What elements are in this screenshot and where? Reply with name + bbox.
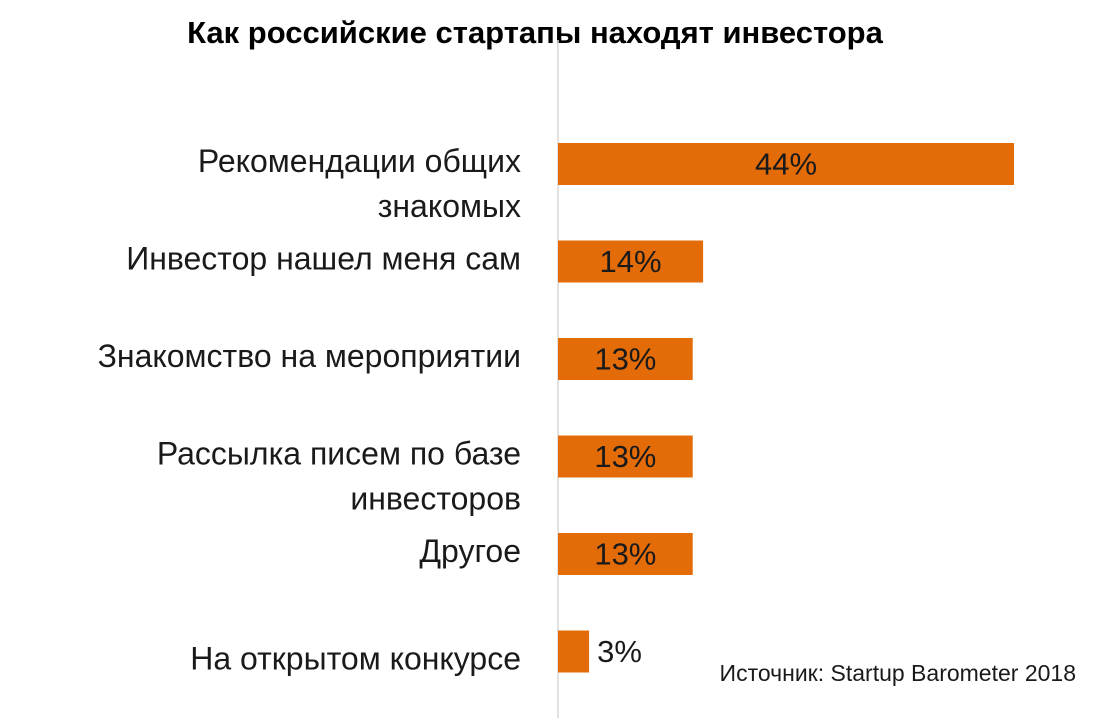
data-label-2: 14%: [600, 244, 662, 279]
bar-6: [558, 630, 590, 673]
category-label-1-line-1: Рекомендации общих: [198, 143, 521, 179]
data-labels: 44% 14% 13% 13% 13% 3%: [594, 147, 817, 670]
bar-3: [558, 338, 693, 380]
bar-4: [558, 435, 693, 478]
data-label-3: 13%: [594, 342, 656, 377]
data-label-6: 3%: [597, 634, 642, 669]
category-label-6: На открытом конкурсе: [190, 641, 521, 677]
data-label-5: 13%: [594, 537, 656, 572]
category-label-5: Другое: [419, 533, 521, 569]
category-label-3: Знакомство на мероприятии: [98, 338, 521, 374]
category-labels: Рекомендации общих знакомых Инвестор нашел…: [98, 143, 521, 677]
category-label-4-line-1: Рассылка писем по базе: [157, 436, 521, 472]
source-note: Источник: Startup Barometer 2018: [720, 660, 1076, 686]
bar-5: [558, 533, 693, 575]
category-label-2: Инвестор нашел меня сам: [126, 241, 521, 277]
bar-2: [558, 240, 704, 283]
chart-title: Как российские стартапы находят инвестор…: [187, 15, 883, 50]
data-label-4: 13%: [594, 439, 656, 474]
data-label-1: 44%: [755, 147, 817, 182]
category-label-1-line-2: знакомых: [378, 188, 521, 224]
category-label-4-line-2: инвесторов: [350, 481, 521, 517]
bars: [558, 143, 1014, 673]
bar-1: [558, 143, 1014, 185]
